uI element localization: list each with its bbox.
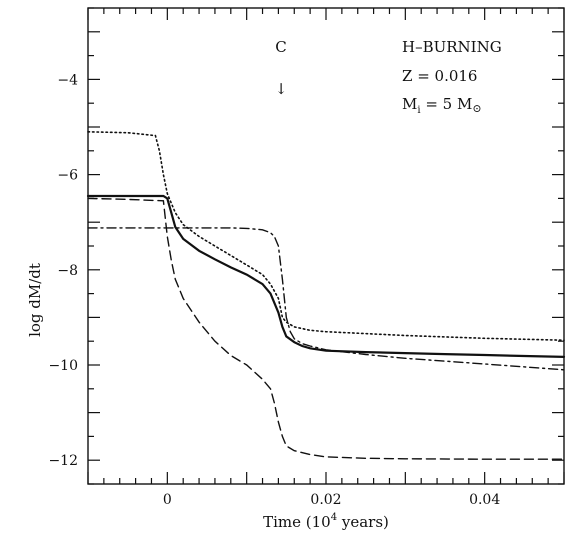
y-tick-label: −10 (48, 358, 78, 374)
series-line-solid (86, 194, 566, 358)
y-tick-label: −6 (57, 168, 78, 184)
y-axis-title: log dM/dt (26, 263, 44, 337)
x-tick-label: 0.04 (469, 492, 500, 508)
y-tick-label: −8 (57, 263, 78, 279)
series-line-dotted (87, 131, 565, 341)
series-group (86, 131, 566, 460)
tick-labels: 0 0.02 0.04 −4 −6 −8 −10 −12 (48, 72, 500, 508)
x-tick-label: 0 (163, 492, 172, 508)
annotation-metallicity: Z = 0.016 (402, 67, 477, 85)
marker-arrow: ↓ (275, 80, 288, 98)
y-tick-label: −4 (57, 72, 78, 88)
plot-frame (87, 7, 565, 485)
x-axis-title: Time (104 years) (263, 512, 389, 531)
series-line-dashdot (87, 227, 565, 371)
series-line-dashed (87, 197, 565, 460)
x-tick-label: 0.02 (310, 492, 341, 508)
axis-ticks (87, 7, 565, 485)
annotation-initial-mass: Mi = 5 M⊙ (402, 95, 482, 116)
marker-label-c: C (275, 38, 286, 56)
y-tick-label: −12 (48, 453, 78, 469)
annotation-h-burning: H–BURNING (402, 38, 502, 56)
